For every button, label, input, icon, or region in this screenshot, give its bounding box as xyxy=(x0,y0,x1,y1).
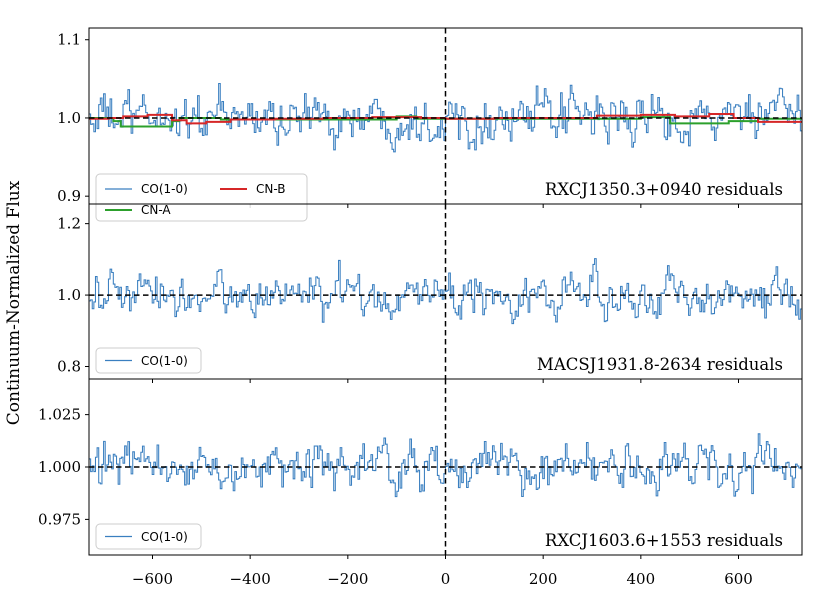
legend: CO(1-0) xyxy=(95,523,202,550)
panel-2: 0.8 1.0 1.2 MACSJ1931.8-2634 residuals CO(1-… xyxy=(57,203,803,383)
y-tick-label: 0.8 xyxy=(57,358,81,376)
legend-label: CN-A xyxy=(141,203,171,217)
plot-area xyxy=(89,28,802,204)
x-tick-label: −400 xyxy=(230,570,271,588)
panel-3: 0.975 1.000 1.025 RXCJ1603.6+1553 residuals… xyxy=(38,378,803,559)
co-spectrum-line xyxy=(89,258,802,325)
x-tick-label: 400 xyxy=(627,570,656,588)
y-tick-label: 1.025 xyxy=(38,406,81,424)
legend-label: CO(1-0) xyxy=(141,182,188,196)
plot-area xyxy=(89,204,802,379)
x-tick-label: −600 xyxy=(132,570,173,588)
legend: CO(1-0) CN-B CN-A xyxy=(95,173,308,222)
legend-box xyxy=(95,173,308,222)
x-tick-label: 200 xyxy=(529,570,558,588)
y-axis-label: Continuum-Normalized Flux xyxy=(4,180,24,425)
legend-label: CO(1-0) xyxy=(141,530,188,544)
cn-b-step-line xyxy=(89,113,802,125)
legend: CO(1-0) xyxy=(95,347,202,374)
y-tick-label: 1.0 xyxy=(57,109,81,127)
x-tick-label: 0 xyxy=(441,570,451,588)
panel-label: RXCJ1603.6+1553 residuals xyxy=(545,531,783,550)
y-tick-label: 1.0 xyxy=(57,286,81,304)
legend-label: CO(1-0) xyxy=(141,354,188,368)
y-tick-label: 0.9 xyxy=(57,187,81,205)
y-tick-label: 1.2 xyxy=(57,215,81,233)
y-tick-label: 1.000 xyxy=(38,458,81,476)
x-tick-label: 600 xyxy=(724,570,753,588)
x-axis: −600 −400 −200 0 200 400 600 xyxy=(132,570,753,588)
y-tick-label: 1.1 xyxy=(57,31,81,49)
plot-area xyxy=(89,379,802,555)
x-tick-label: −200 xyxy=(327,570,368,588)
panel-label: MACSJ1931.8-2634 residuals xyxy=(537,355,783,374)
panel-label: RXCJ1350.3+0940 residuals xyxy=(545,180,783,199)
legend-box xyxy=(95,523,202,550)
panel-1: 0.9 1.0 1.1 RXCJ1350.3+0940 residuals CO(1-0… xyxy=(57,27,803,222)
legend-label: CN-B xyxy=(256,182,286,196)
legend-box xyxy=(95,347,202,374)
y-tick-label: 0.975 xyxy=(38,510,81,528)
panels: 0.9 1.0 1.1 RXCJ1350.3+0940 residuals CO(1-0… xyxy=(38,27,803,559)
